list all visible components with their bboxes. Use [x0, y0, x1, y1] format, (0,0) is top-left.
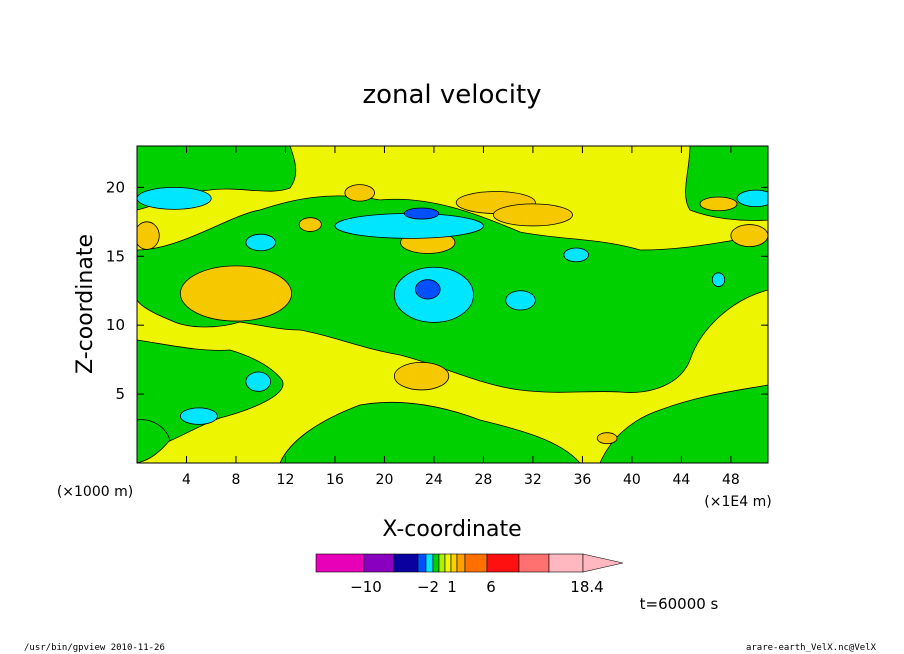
colorbar-label: −2 — [417, 578, 439, 596]
footer-left: /usr/bin/gpview 2010-11-26 — [24, 643, 165, 653]
colorbar-label: −10 — [350, 578, 382, 596]
colorbar-swatch — [432, 553, 440, 573]
plot-frame — [136, 145, 769, 464]
y-tick-label: 5 — [115, 385, 125, 403]
x-unit-right: (×1E4 m) — [704, 494, 771, 510]
contour-region-1 — [137, 221, 160, 250]
colorbar-label: 6 — [486, 578, 496, 596]
colorbar-label: 18.4 — [570, 578, 603, 596]
green-band-left-bottom — [137, 419, 171, 463]
contour-region-11 — [137, 186, 212, 210]
colorbar-swatch — [486, 553, 520, 573]
x-tick-label: 36 — [573, 472, 591, 488]
colorbar-swatch — [456, 553, 466, 573]
x-tick-label: 44 — [672, 472, 690, 488]
time-label: t=60000 s — [640, 595, 719, 613]
contour-region-17 — [245, 371, 272, 392]
x-axis: 4 8 12 16 20 24 28 32 36 40 44 48 — [182, 146, 740, 488]
contour-regions — [137, 184, 768, 445]
contour-region-14 — [245, 233, 276, 252]
colorbar-swatch — [393, 553, 419, 573]
x-tick-label: 24 — [425, 472, 443, 488]
x-tick-label: 16 — [326, 472, 344, 488]
x-tick-label: 40 — [623, 472, 641, 488]
footer-right: arare-earth_VelX.nc@VelX — [746, 643, 877, 653]
x-tick-label: 4 — [182, 472, 191, 488]
colorbar-swatch — [417, 553, 427, 573]
x-unit-left: (×1000 m) — [57, 484, 133, 500]
x-tick-label: 20 — [376, 472, 394, 488]
x-tick-label: 32 — [524, 472, 542, 488]
contour-region-18 — [179, 407, 218, 425]
contour-region-4 — [344, 184, 375, 202]
y-axis-label: Z-coordinate — [73, 234, 98, 374]
x-tick-label: 12 — [277, 472, 295, 488]
x-axis-label: X-coordinate — [382, 517, 521, 542]
contour-region-19 — [736, 189, 768, 208]
colorbar-swatch — [464, 553, 488, 573]
contour-region-7 — [596, 432, 618, 445]
colorbar-label: 1 — [447, 578, 457, 596]
contour-region-0 — [179, 265, 293, 322]
y-tick-label: 20 — [106, 178, 125, 196]
x-tick-label: 8 — [232, 472, 241, 488]
chart-title: zonal velocity — [362, 80, 541, 110]
contour-region-15 — [505, 290, 536, 311]
colorbar-swatch — [363, 553, 395, 573]
colorbar-swatch — [518, 553, 550, 573]
contour-region-20 — [711, 272, 726, 287]
contour-region-10 — [492, 203, 573, 227]
colorbar-swatch — [315, 553, 365, 573]
y-tick-label: 15 — [106, 247, 125, 265]
colorbar-swatch — [450, 553, 458, 573]
colorbar-swatch — [425, 553, 434, 573]
x-tick-label: 28 — [475, 472, 493, 488]
colorbar-arrow — [582, 553, 624, 573]
colorbar: −10 −2 1 6 18.4 — [315, 553, 624, 596]
contour-region-5 — [298, 217, 322, 232]
y-tick-label: 10 — [106, 316, 125, 334]
contour-region-22 — [403, 207, 440, 220]
y-axis: 5 10 15 20 — [106, 178, 768, 403]
colorbar-swatch — [444, 553, 452, 573]
contour-region-9 — [730, 224, 768, 248]
contour-region-16 — [563, 247, 589, 263]
green-band-lower — [137, 339, 284, 446]
contour-region-21 — [414, 279, 441, 300]
x-tick-label: 48 — [722, 472, 740, 488]
contour-region-6 — [393, 361, 450, 391]
green-band-bottom — [279, 401, 581, 463]
colorbar-swatch — [438, 553, 446, 573]
colorbar-swatch — [548, 553, 584, 573]
contour-region-8 — [699, 196, 738, 212]
